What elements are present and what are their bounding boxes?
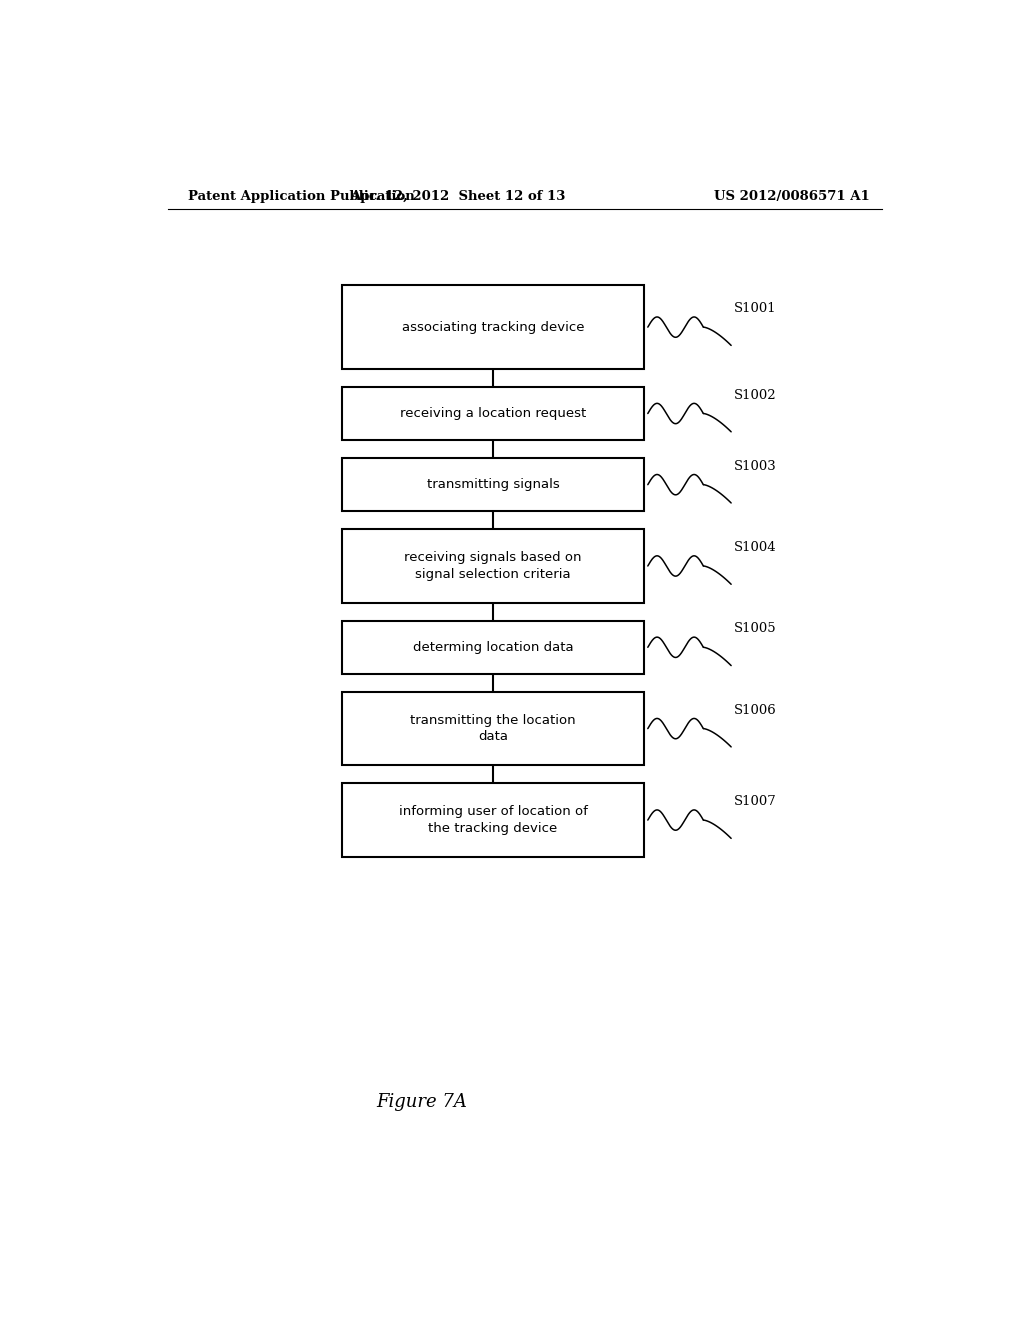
Text: transmitting signals: transmitting signals — [427, 478, 559, 491]
Text: transmitting the location
data: transmitting the location data — [411, 714, 575, 743]
Text: Patent Application Publication: Patent Application Publication — [187, 190, 415, 202]
Text: S1001: S1001 — [733, 302, 776, 315]
FancyBboxPatch shape — [342, 529, 644, 602]
Text: S1007: S1007 — [733, 795, 776, 808]
FancyBboxPatch shape — [342, 620, 644, 673]
Text: S1005: S1005 — [733, 623, 776, 635]
FancyBboxPatch shape — [342, 458, 644, 511]
Text: receiving a location request: receiving a location request — [400, 407, 586, 420]
Text: receiving signals based on
signal selection criteria: receiving signals based on signal select… — [404, 552, 582, 581]
FancyBboxPatch shape — [342, 692, 644, 766]
Text: US 2012/0086571 A1: US 2012/0086571 A1 — [715, 190, 870, 202]
Text: S1003: S1003 — [733, 459, 776, 473]
Text: S1004: S1004 — [733, 541, 776, 554]
Text: S1002: S1002 — [733, 388, 776, 401]
Text: Apr. 12, 2012  Sheet 12 of 13: Apr. 12, 2012 Sheet 12 of 13 — [349, 190, 565, 202]
FancyBboxPatch shape — [342, 784, 644, 857]
FancyBboxPatch shape — [342, 285, 644, 368]
Text: informing user of location of
the tracking device: informing user of location of the tracki… — [398, 805, 588, 834]
Text: associating tracking device: associating tracking device — [401, 321, 585, 334]
Text: Figure 7A: Figure 7A — [376, 1093, 467, 1110]
Text: determing location data: determing location data — [413, 640, 573, 653]
FancyBboxPatch shape — [342, 387, 644, 440]
Text: S1006: S1006 — [733, 704, 776, 717]
